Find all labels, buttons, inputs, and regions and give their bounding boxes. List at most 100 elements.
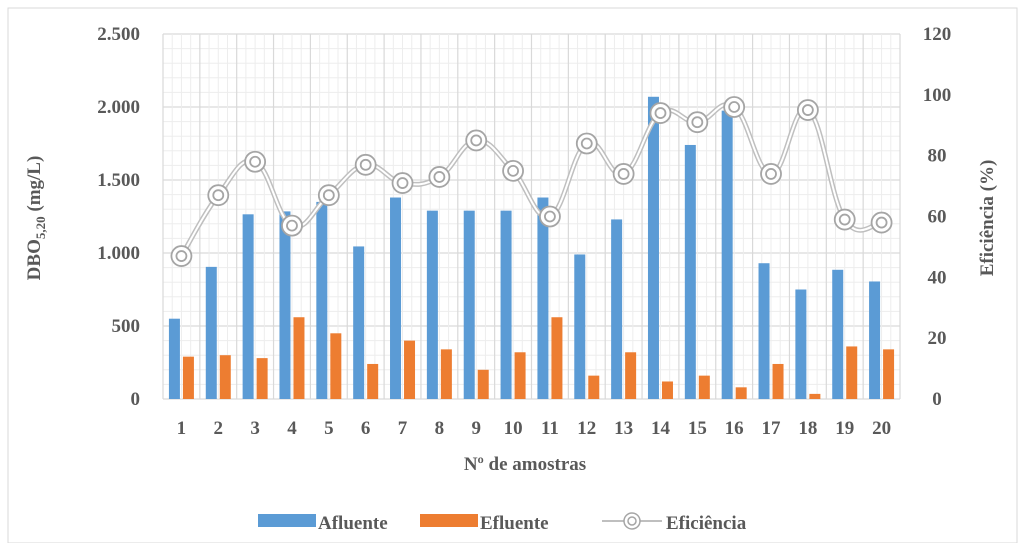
y2-tick-label: 40 — [928, 267, 947, 288]
y2-axis-title: Eficiência (%) — [977, 160, 998, 277]
legend-afluente-swatch — [258, 514, 316, 527]
bar-efluente — [846, 346, 858, 399]
x-tick-label: 10 — [504, 418, 523, 439]
bar-efluente — [514, 352, 526, 399]
x-tick-label: 8 — [435, 418, 445, 439]
bar-afluente — [463, 210, 475, 399]
bar-efluente — [367, 363, 379, 399]
bar-afluente — [647, 96, 659, 399]
chart-frame — [7, 7, 1018, 543]
efficiency-point-inner — [322, 189, 335, 202]
y2-tick-label: 0 — [932, 389, 942, 410]
bar-afluente — [758, 263, 770, 399]
bar-efluente — [661, 381, 673, 399]
y-axis-title-subscript: 5,20 — [33, 216, 48, 239]
bar-efluente — [256, 358, 268, 399]
grid — [162, 33, 901, 400]
x-tick-label: 11 — [541, 418, 559, 439]
efficiency-point-inner — [175, 250, 188, 262]
efficiency-point-inner — [507, 164, 519, 177]
y2-tick-label: 120 — [923, 24, 952, 45]
y-tick-label: 500 — [112, 316, 141, 337]
y-tick-label: 2.000 — [97, 97, 140, 118]
x-tick-label: 15 — [688, 418, 707, 439]
bar-afluente — [574, 254, 586, 399]
efficiency-point-inner — [728, 101, 741, 113]
y-axis-title: DBO5,20 (mg/L) — [24, 156, 48, 281]
bar-afluente — [168, 318, 180, 399]
bar-efluente — [404, 340, 416, 399]
x-axis-title: Nº de amostras — [464, 454, 586, 475]
bar-efluente — [809, 393, 821, 399]
y-axis-title-unit: (mg/L) — [24, 156, 45, 217]
x-tick-label: 20 — [872, 418, 891, 439]
legend-efluente-label: Efluente — [480, 513, 549, 534]
legend-afluente-label: Afluente — [318, 513, 388, 534]
efficiency-point-inner — [396, 177, 409, 189]
bar-efluente — [293, 317, 305, 399]
bar-afluente — [205, 266, 217, 399]
y-axis-ticks: 0 500 1.000 1.500 2.000 2.500 — [97, 24, 140, 410]
bar-afluente — [832, 269, 844, 399]
y2-tick-label: 20 — [928, 328, 947, 349]
efficiency-point-inner — [801, 104, 814, 116]
x-tick-label: 4 — [287, 418, 297, 439]
efficiency-point-inner — [838, 213, 851, 226]
bar-efluente — [477, 369, 489, 399]
bar-efluente — [698, 375, 710, 399]
bar-afluente — [684, 144, 696, 399]
efficiency-point-inner — [544, 210, 556, 223]
x-tick-label: 3 — [250, 418, 260, 439]
y-tick-label: 0 — [131, 389, 141, 410]
x-tick-label: 6 — [361, 418, 371, 439]
x-tick-label: 13 — [614, 418, 633, 439]
y-tick-label: 1.000 — [97, 243, 140, 264]
efficiency-point-inner — [212, 189, 225, 202]
bar-efluente — [588, 375, 600, 399]
x-tick-label: 2 — [214, 418, 224, 439]
x-tick-label: 19 — [835, 418, 854, 439]
bar-afluente — [353, 246, 365, 399]
y2-tick-label: 60 — [928, 207, 947, 228]
y-axis-title-main: DBO — [24, 239, 45, 280]
bar-afluente — [500, 210, 512, 399]
x-tick-label: 9 — [471, 418, 481, 439]
y2-tick-label: 80 — [928, 146, 947, 167]
efficiency-line — [170, 96, 893, 267]
efficiency-point-inner — [286, 219, 298, 232]
efficiency-point-inner — [875, 216, 888, 229]
efficiency-point-inner — [470, 134, 483, 147]
bars — [168, 96, 895, 400]
y-tick-label: 1.500 — [97, 170, 140, 191]
efficiency-point-inner — [691, 116, 704, 129]
bar-afluente — [279, 211, 291, 399]
x-tick-label: 7 — [398, 418, 408, 439]
y-tick-label: 2.500 — [97, 24, 140, 45]
bar-efluente — [219, 355, 231, 399]
x-tick-label: 16 — [725, 418, 744, 439]
bar-efluente — [883, 349, 895, 399]
x-tick-label: 5 — [324, 418, 334, 439]
efficiency-point-inner — [359, 158, 372, 171]
bar-efluente — [625, 352, 637, 399]
bar-efluente — [772, 363, 784, 399]
y2-tick-label: 100 — [923, 85, 952, 106]
legend: Afluente Efluente Eficiência — [258, 512, 747, 534]
efficiency-point-inner — [249, 155, 262, 168]
legend-eficiencia-label: Eficiência — [666, 513, 747, 534]
x-tick-label: 17 — [762, 418, 782, 439]
efficiency-point-inner — [765, 168, 777, 180]
y2-axis-ticks: 0 20 40 60 80 100 120 — [923, 24, 952, 410]
bar-afluente — [390, 197, 402, 399]
x-tick-label: 18 — [798, 418, 817, 439]
bar-afluente — [795, 289, 807, 399]
bar-afluente — [611, 219, 623, 399]
efficiency-point-inner — [617, 168, 630, 180]
bar-efluente — [551, 317, 563, 399]
efficiency-point-inner — [433, 171, 446, 183]
x-tick-label: 12 — [577, 418, 596, 439]
legend-eficiencia-marker-inner — [627, 516, 637, 526]
efficiency-point-inner — [580, 137, 593, 150]
